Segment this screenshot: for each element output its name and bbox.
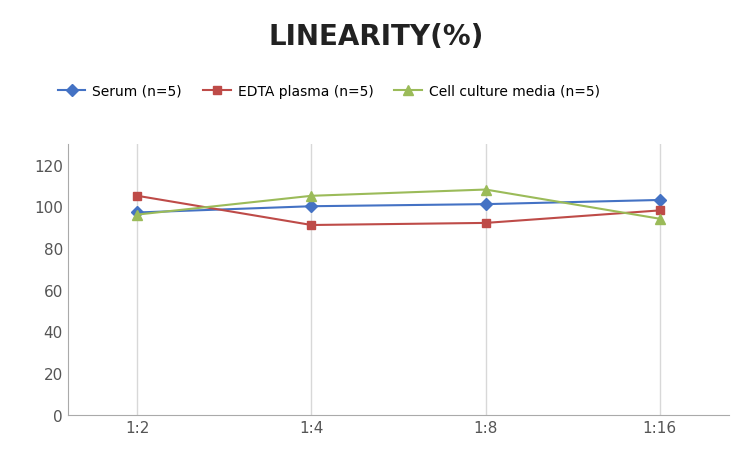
Serum (n=5): [133, 210, 142, 216]
Cell culture media (n=5): [133, 212, 142, 218]
EDTA plasma (n=5): [481, 221, 490, 226]
EDTA plasma (n=5): [133, 193, 142, 199]
Serum (n=5): [655, 198, 664, 203]
Line: EDTA plasma (n=5): EDTA plasma (n=5): [133, 192, 664, 230]
EDTA plasma (n=5): [655, 208, 664, 214]
Line: Serum (n=5): Serum (n=5): [133, 196, 664, 217]
Line: Cell culture media (n=5): Cell culture media (n=5): [132, 185, 665, 224]
Cell culture media (n=5): [655, 216, 664, 222]
Serum (n=5): [307, 204, 316, 209]
Cell culture media (n=5): [307, 193, 316, 199]
Cell culture media (n=5): [481, 188, 490, 193]
Legend: Serum (n=5), EDTA plasma (n=5), Cell culture media (n=5): Serum (n=5), EDTA plasma (n=5), Cell cul…: [52, 79, 605, 104]
Serum (n=5): [481, 202, 490, 207]
EDTA plasma (n=5): [307, 223, 316, 228]
Text: LINEARITY(%): LINEARITY(%): [268, 23, 484, 51]
